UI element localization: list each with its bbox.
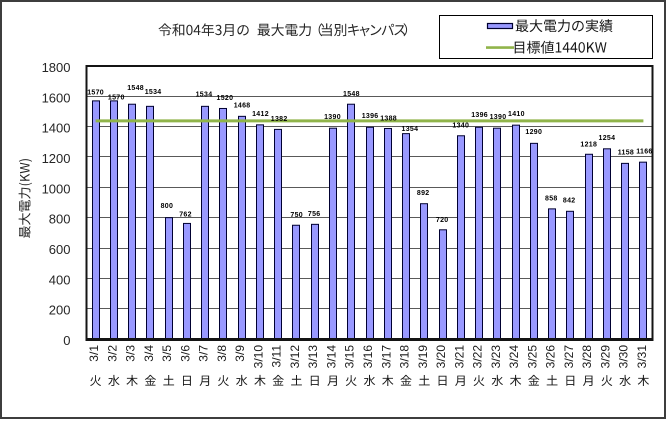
svg-text:3/26: 3/26 bbox=[544, 345, 558, 369]
svg-text:1534: 1534 bbox=[196, 92, 213, 99]
svg-text:1390: 1390 bbox=[490, 114, 507, 121]
svg-text:3/1: 3/1 bbox=[87, 345, 101, 362]
svg-text:1390: 1390 bbox=[324, 114, 341, 121]
svg-text:3/16: 3/16 bbox=[361, 345, 375, 369]
svg-text:3/18: 3/18 bbox=[398, 345, 412, 369]
svg-text:1534: 1534 bbox=[145, 89, 162, 96]
svg-text:3/24: 3/24 bbox=[507, 345, 521, 369]
svg-text:1548: 1548 bbox=[343, 91, 360, 98]
svg-text:3/5: 3/5 bbox=[160, 345, 174, 362]
svg-text:3/15: 3/15 bbox=[343, 345, 357, 369]
svg-text:800: 800 bbox=[49, 212, 71, 227]
svg-text:3/4: 3/4 bbox=[142, 345, 156, 362]
svg-text:1570: 1570 bbox=[87, 90, 104, 97]
svg-text:3/23: 3/23 bbox=[489, 345, 503, 369]
svg-text:3/12: 3/12 bbox=[288, 345, 302, 369]
svg-text:3/31: 3/31 bbox=[635, 345, 649, 369]
svg-text:3/6: 3/6 bbox=[178, 345, 192, 362]
svg-text:3/14: 3/14 bbox=[325, 345, 339, 369]
svg-text:1520: 1520 bbox=[217, 95, 234, 102]
svg-text:3/30: 3/30 bbox=[617, 345, 631, 369]
svg-text:3/10: 3/10 bbox=[252, 345, 266, 369]
svg-text:1396: 1396 bbox=[362, 113, 379, 120]
svg-text:720: 720 bbox=[436, 217, 449, 224]
svg-text:1000: 1000 bbox=[42, 181, 71, 196]
svg-text:0: 0 bbox=[63, 333, 70, 348]
svg-text:858: 858 bbox=[545, 196, 558, 203]
svg-text:3/9: 3/9 bbox=[233, 345, 247, 362]
svg-text:1468: 1468 bbox=[234, 103, 251, 110]
svg-text:3/25: 3/25 bbox=[525, 345, 539, 369]
svg-text:1166: 1166 bbox=[636, 148, 652, 155]
svg-text:842: 842 bbox=[563, 198, 576, 205]
svg-text:3/21: 3/21 bbox=[452, 345, 466, 369]
svg-text:1410: 1410 bbox=[508, 111, 525, 118]
svg-text:3/2: 3/2 bbox=[105, 345, 119, 362]
svg-text:1382: 1382 bbox=[271, 116, 288, 123]
svg-text:1340: 1340 bbox=[452, 123, 469, 130]
svg-text:1400: 1400 bbox=[42, 121, 71, 136]
svg-text:200: 200 bbox=[49, 303, 71, 318]
svg-text:1800: 1800 bbox=[42, 60, 71, 75]
svg-text:1290: 1290 bbox=[525, 129, 542, 136]
svg-text:3/7: 3/7 bbox=[197, 345, 211, 362]
svg-text:3/20: 3/20 bbox=[434, 345, 448, 369]
svg-text:1354: 1354 bbox=[402, 126, 419, 133]
svg-text:1200: 1200 bbox=[42, 151, 71, 166]
svg-text:400: 400 bbox=[49, 272, 71, 287]
svg-text:1218: 1218 bbox=[580, 142, 597, 149]
svg-text:3/3: 3/3 bbox=[124, 345, 138, 362]
svg-text:3/8: 3/8 bbox=[215, 345, 229, 362]
svg-text:1158: 1158 bbox=[618, 150, 634, 157]
svg-text:1548: 1548 bbox=[127, 85, 144, 92]
svg-text:750: 750 bbox=[290, 212, 303, 219]
svg-text:3/11: 3/11 bbox=[270, 345, 284, 368]
svg-text:1412: 1412 bbox=[252, 111, 269, 118]
svg-text:762: 762 bbox=[179, 211, 192, 218]
svg-text:3/29: 3/29 bbox=[598, 345, 612, 369]
svg-text:3/22: 3/22 bbox=[471, 345, 485, 369]
svg-text:756: 756 bbox=[308, 211, 321, 218]
svg-text:1600: 1600 bbox=[42, 90, 71, 105]
svg-text:3/19: 3/19 bbox=[416, 345, 430, 369]
svg-text:3/28: 3/28 bbox=[580, 345, 594, 369]
svg-text:800: 800 bbox=[161, 203, 174, 210]
svg-text:3/17: 3/17 bbox=[379, 345, 393, 369]
svg-text:3/27: 3/27 bbox=[562, 345, 576, 369]
svg-text:1396: 1396 bbox=[471, 112, 488, 119]
svg-text:600: 600 bbox=[49, 242, 71, 257]
svg-text:1570: 1570 bbox=[108, 95, 125, 102]
svg-text:1388: 1388 bbox=[380, 116, 397, 123]
svg-text:1254: 1254 bbox=[599, 135, 616, 142]
svg-text:3/13: 3/13 bbox=[306, 345, 320, 369]
svg-text:892: 892 bbox=[417, 190, 430, 197]
